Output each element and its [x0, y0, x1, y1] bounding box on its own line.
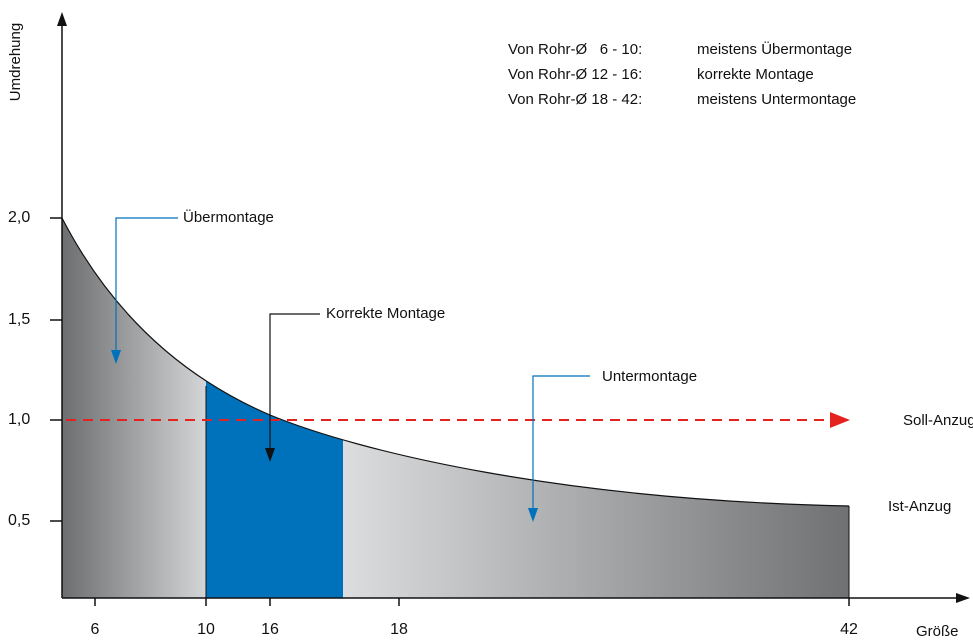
- y-tick-label: 1,5: [8, 311, 30, 328]
- x-tick-label: 16: [261, 621, 279, 638]
- legend-text: korrekte Montage: [697, 66, 814, 83]
- actual-curve: [61, 217, 850, 507]
- annotation: Korrekte Montage: [326, 305, 445, 322]
- x-tick-label: 6: [91, 621, 100, 638]
- annotation: Übermontage: [183, 208, 274, 226]
- y-axis-label: Umdrehung: [7, 23, 24, 101]
- legend-text: meistens Untermontage: [697, 91, 856, 108]
- actual-label: Ist-Anzug: [888, 498, 951, 515]
- y-tick-label: 0,5: [8, 512, 30, 529]
- x-tick-label: 42: [840, 621, 858, 638]
- axes: [50, 22, 962, 606]
- legend-text: meistens Übermontage: [697, 40, 852, 58]
- annotation: Untermontage: [602, 368, 697, 385]
- legend-range: Von Rohr-Ø 12 - 16:: [508, 66, 642, 83]
- x-tick-label: 10: [197, 621, 215, 638]
- legend-range: Von Rohr-Ø 18 - 42:: [508, 91, 642, 108]
- area: [62, 218, 849, 598]
- y-tick-label: 2,0: [8, 209, 30, 226]
- x-axis-label: Größe: [916, 623, 959, 640]
- target-label: Soll-Anzug: [903, 412, 973, 429]
- legend-range: Von Rohr-Ø 6 - 10:: [508, 41, 642, 58]
- y-tick-label: 1,0: [8, 411, 30, 428]
- x-tick-label: 18: [390, 621, 408, 638]
